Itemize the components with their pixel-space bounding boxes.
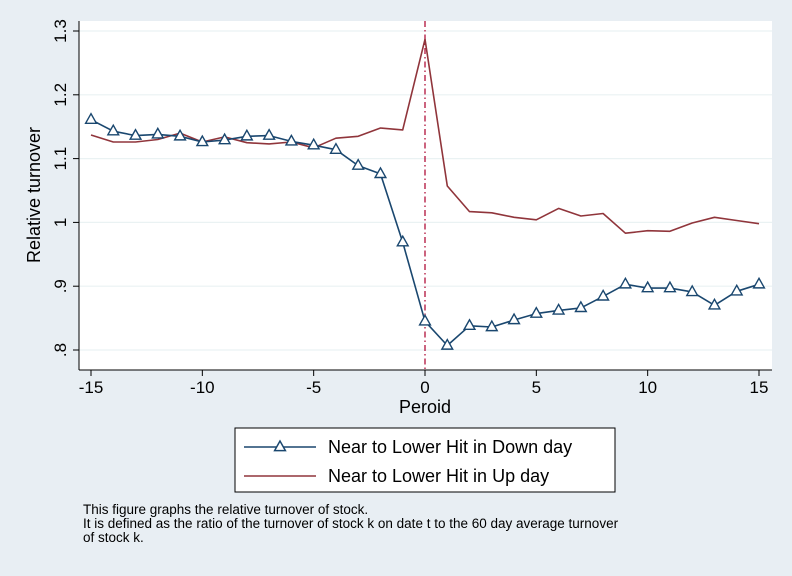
data-point-marker xyxy=(106,123,120,136)
data-point-marker xyxy=(240,128,254,141)
data-point-marker xyxy=(307,137,321,150)
series-layer xyxy=(84,38,766,350)
data-point-marker xyxy=(507,312,521,325)
data-point-marker xyxy=(218,132,232,145)
data-point-marker xyxy=(618,276,632,289)
data-point-marker xyxy=(552,303,566,315)
data-point-marker xyxy=(462,318,477,331)
x-tick-label: -5 xyxy=(306,378,321,397)
x-tick-label: 10 xyxy=(638,378,657,397)
y-axis-title: Relative turnover xyxy=(24,127,44,263)
data-point-marker xyxy=(641,280,655,293)
data-point-marker xyxy=(529,306,543,318)
note-line-2: It is defined as the ratio of the turnov… xyxy=(83,516,619,531)
y-tick-label: 1.1 xyxy=(51,147,70,171)
legend: Near to Lower Hit in Down day Near to Lo… xyxy=(234,427,616,493)
data-point-marker xyxy=(262,128,276,140)
y-tick-label: .8 xyxy=(51,343,70,357)
data-point-marker xyxy=(663,280,677,293)
data-point-marker xyxy=(685,284,699,297)
axes: .8 .9 1 1.1 1.2 1.3 -15 -10 -5 0 5 10 15 xyxy=(51,19,772,397)
data-point-marker xyxy=(151,126,165,139)
data-point-marker xyxy=(485,319,499,332)
legend-label-up-day: Near to Lower Hit in Up day xyxy=(328,466,549,486)
data-point-marker xyxy=(373,166,388,179)
data-point-marker xyxy=(418,313,432,326)
x-axis-title: Peroid xyxy=(399,397,451,417)
data-point-marker xyxy=(730,283,744,296)
data-point-marker xyxy=(574,300,588,313)
data-point-marker xyxy=(329,142,343,154)
data-point-marker xyxy=(128,128,143,140)
data-point-marker xyxy=(440,338,454,350)
y-tick-label: 1.3 xyxy=(51,19,70,43)
x-tick-label: -10 xyxy=(190,378,215,397)
note-line-3: of stock k. xyxy=(83,530,144,545)
data-point-marker xyxy=(396,234,410,247)
y-tick-label: 1.2 xyxy=(51,83,70,107)
x-tick-label: 15 xyxy=(750,378,769,397)
x-tick-label: 5 xyxy=(532,378,541,397)
data-point-marker xyxy=(173,128,187,141)
x-tick-label: -15 xyxy=(79,378,104,397)
data-point-marker xyxy=(752,276,766,289)
data-point-marker xyxy=(596,288,610,301)
y-tick-label: .9 xyxy=(51,279,70,293)
data-point-marker xyxy=(84,112,98,124)
data-point-marker xyxy=(707,297,722,310)
data-point-marker xyxy=(284,133,298,146)
legend-label-down-day: Near to Lower Hit in Down day xyxy=(328,437,572,457)
legend-marker-triangle xyxy=(273,439,287,452)
note-line-1: This figure graphs the relative turnover… xyxy=(83,502,369,517)
y-tick-label: 1 xyxy=(51,218,70,227)
legend-box xyxy=(234,427,616,493)
data-point-marker xyxy=(195,134,209,147)
figure-note: This figure graphs the relative turnover… xyxy=(83,503,763,545)
x-tick-label: 0 xyxy=(420,378,429,397)
data-point-marker xyxy=(351,158,365,170)
